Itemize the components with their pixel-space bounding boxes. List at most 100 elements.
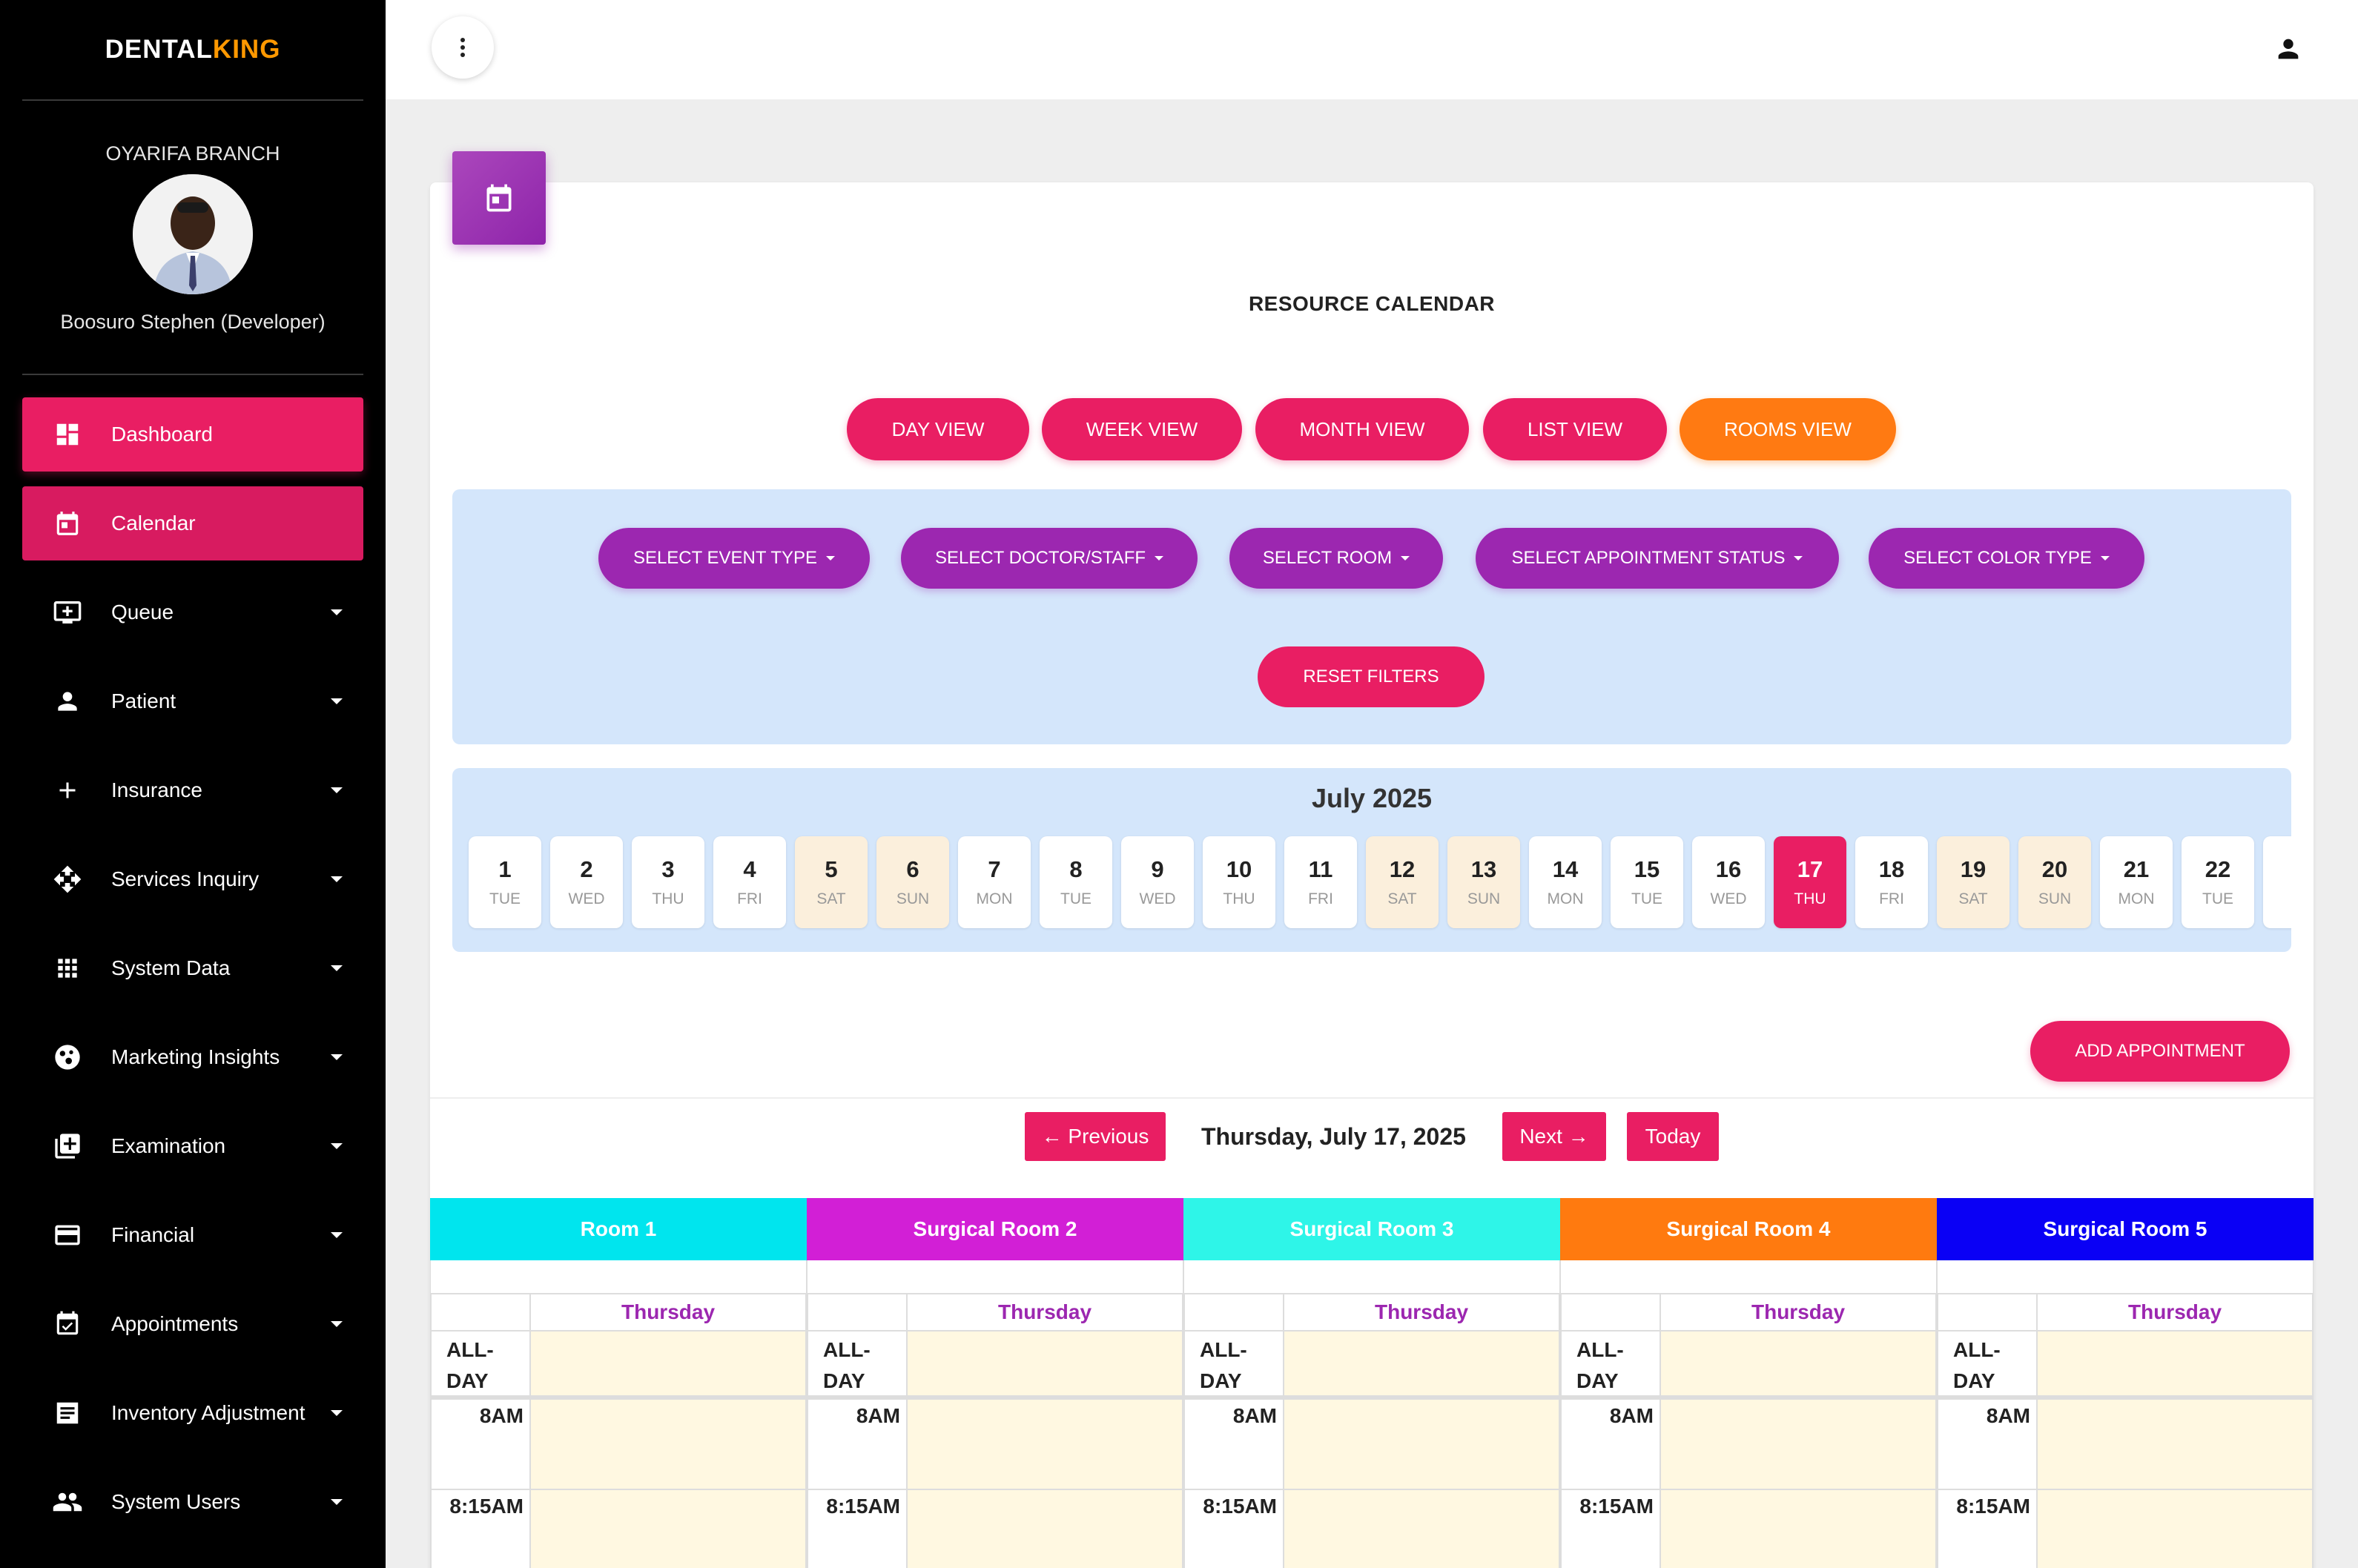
day-chip[interactable]: 18 FRI	[1855, 836, 1928, 928]
month-view-button[interactable]: MONTH VIEW	[1255, 398, 1469, 460]
color-type-dropdown[interactable]: SELECT COLOR TYPE	[1869, 528, 2144, 589]
next-button[interactable]: Next →	[1502, 1112, 1606, 1161]
reset-filters-button[interactable]: RESET FILTERS	[1258, 646, 1485, 707]
day-chip[interactable]: 10 THU	[1203, 836, 1275, 928]
day-chip[interactable]: 13 SUN	[1447, 836, 1520, 928]
month-title: July 2025	[1311, 783, 1433, 813]
room-header[interactable]: Surgical Room 2	[807, 1198, 1183, 1260]
time-slot[interactable]	[908, 1490, 1182, 1568]
sidebar-item-marketing-insights[interactable]: Marketing Insights	[22, 1020, 363, 1094]
day-weekday: FRI	[737, 890, 762, 907]
sidebar-item-system-data[interactable]: System Data	[22, 931, 363, 1005]
sidebar-item-label: Patient	[111, 689, 176, 712]
room-column: Surgical Room 4 Thursday ALL- DAY 8AM 8:1…	[1560, 1198, 1937, 1568]
sidebar-item-services-inquiry[interactable]: Services Inquiry	[22, 842, 363, 916]
day-number: 13	[1470, 856, 1497, 882]
time-slot[interactable]	[531, 1490, 805, 1568]
today-button[interactable]: Today	[1627, 1112, 1719, 1161]
day-weekday: TUE	[2202, 890, 2233, 907]
day-number: 2	[580, 856, 593, 882]
time-slot[interactable]	[1661, 1490, 1935, 1568]
room-column: Surgical Room 5 Thursday ALL- DAY 8AM 8:1…	[1937, 1198, 2314, 1568]
room-header[interactable]: Surgical Room 3	[1183, 1198, 1560, 1260]
day-chip-partial[interactable]	[2263, 836, 2291, 928]
time-slot[interactable]	[2038, 1400, 2312, 1489]
divider	[22, 374, 363, 375]
day-chip[interactable]: 4 FRI	[713, 836, 786, 928]
rooms-view-button[interactable]: ROOMS VIEW	[1680, 398, 1896, 460]
day-chip[interactable]: 2 WED	[550, 836, 623, 928]
calendar-header-icon	[452, 151, 546, 245]
sidebar-item-insurance[interactable]: Insurance	[22, 753, 363, 827]
doctor-staff-dropdown[interactable]: SELECT DOCTOR/STAFF	[901, 528, 1198, 589]
account-icon[interactable]	[2273, 34, 2303, 64]
day-chip[interactable]: 12 SAT	[1366, 836, 1439, 928]
day-chip-selected[interactable]: 17 THU	[1774, 836, 1846, 928]
caret-down-icon	[1794, 556, 1803, 560]
day-chip[interactable]: 9 WED	[1121, 836, 1194, 928]
day-chip[interactable]: 19 SAT	[1937, 836, 2009, 928]
time-slot[interactable]	[908, 1400, 1182, 1489]
day-chip[interactable]: 21 MON	[2100, 836, 2173, 928]
allday-slot[interactable]	[2038, 1332, 2312, 1395]
time-slot[interactable]	[1284, 1490, 1559, 1568]
sidebar-item-label: Dashboard	[111, 423, 213, 446]
time-slot[interactable]	[2038, 1490, 2312, 1568]
time-slot[interactable]	[531, 1400, 805, 1489]
allday-slot[interactable]	[908, 1332, 1182, 1395]
sidebar-item-calendar[interactable]: Calendar	[22, 486, 363, 560]
room-spacer	[1560, 1260, 1937, 1293]
day-chip[interactable]: 15 TUE	[1611, 836, 1683, 928]
brand-logo[interactable]: DENTAL KING	[0, 0, 386, 99]
event-type-dropdown[interactable]: SELECT EVENT TYPE	[598, 528, 870, 589]
day-chip[interactable]: 20 SUN	[2018, 836, 2091, 928]
sidebar-item-label: System Users	[111, 1490, 241, 1513]
room-header[interactable]: Surgical Room 5	[1937, 1198, 2314, 1260]
time-slot[interactable]	[1661, 1400, 1935, 1489]
room-header[interactable]: Room 1	[430, 1198, 807, 1260]
sidebar-item-queue[interactable]: Queue	[22, 575, 363, 649]
previous-button[interactable]: ← Previous	[1025, 1112, 1166, 1161]
day-weekday: THU	[1223, 890, 1255, 907]
day-chip[interactable]: 5 SAT	[795, 836, 868, 928]
page-title: RESOURCE CALENDAR	[1248, 292, 1496, 315]
day-number: 17	[1797, 856, 1823, 882]
corner-cell	[432, 1294, 531, 1330]
sidebar-item-appointments[interactable]: Appointments	[22, 1287, 363, 1361]
sidebar-item-inventory-adjustment[interactable]: Inventory Adjustment	[22, 1376, 363, 1450]
day-chip[interactable]: 8 TUE	[1040, 836, 1112, 928]
day-chip[interactable]: 1 TUE	[469, 836, 541, 928]
room-dropdown[interactable]: SELECT ROOM	[1229, 528, 1443, 589]
allday-slot[interactable]	[531, 1332, 805, 1395]
day-chip[interactable]: 6 SUN	[876, 836, 949, 928]
allday-slot[interactable]	[1284, 1332, 1559, 1395]
day-header: Thursday	[1751, 1300, 1846, 1323]
more-options-button[interactable]	[432, 16, 494, 79]
sidebar-item-label: Queue	[111, 601, 174, 623]
appointment-status-dropdown[interactable]: SELECT APPOINTMENT STATUS	[1476, 528, 1839, 589]
list-view-button[interactable]: LIST VIEW	[1483, 398, 1667, 460]
day-chip[interactable]: 16 WED	[1692, 836, 1765, 928]
sidebar-item-examination[interactable]: Examination	[22, 1109, 363, 1183]
move-icon	[52, 864, 83, 895]
sidebar-item-system-users[interactable]: System Users	[22, 1465, 363, 1539]
day-header: Thursday	[2127, 1300, 2222, 1323]
sidebar-item-dashboard[interactable]: Dashboard	[22, 397, 363, 472]
day-chip[interactable]: 11 FRI	[1284, 836, 1357, 928]
day-number: 22	[2205, 856, 2231, 882]
sidebar-item-financial[interactable]: Financial	[22, 1198, 363, 1272]
allday-slot[interactable]	[1661, 1332, 1935, 1395]
chevron-down-icon	[331, 698, 343, 704]
day-view-button[interactable]: DAY VIEW	[847, 398, 1029, 460]
day-chip[interactable]: 22 TUE	[2182, 836, 2254, 928]
time-slot[interactable]	[1284, 1400, 1559, 1489]
room-header[interactable]: Surgical Room 4	[1560, 1198, 1937, 1260]
day-chip[interactable]: 7 MON	[958, 836, 1031, 928]
day-chip[interactable]: 3 THU	[632, 836, 704, 928]
sidebar-item-patient[interactable]: Patient	[22, 664, 363, 738]
day-chip[interactable]: 14 MON	[1529, 836, 1602, 928]
day-weekday: SUN	[2038, 890, 2072, 907]
week-view-button[interactable]: WEEK VIEW	[1042, 398, 1242, 460]
add-appointment-button[interactable]: ADD APPOINTMENT	[2030, 1021, 2290, 1082]
sidebar-item-label: Insurance	[111, 778, 202, 801]
